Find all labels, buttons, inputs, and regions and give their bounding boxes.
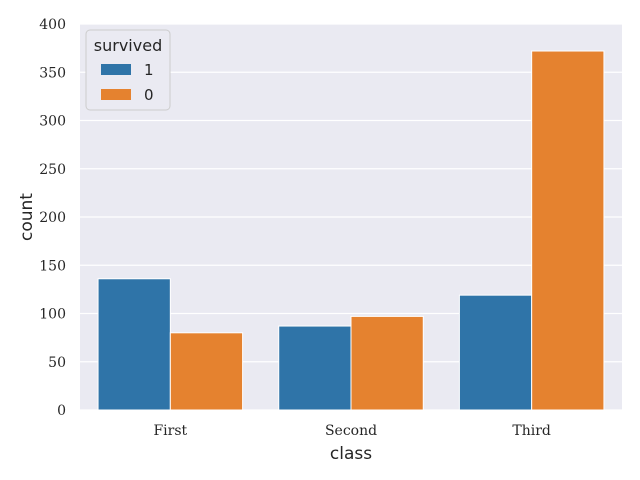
legend-swatch-survived-0 — [101, 89, 131, 100]
bar-third-survived-0 — [531, 50, 605, 411]
x-tick-labels: First Second Third — [153, 423, 550, 439]
bar-first-survived-0 — [169, 332, 244, 411]
x-tick-label: Second — [325, 423, 377, 439]
bar-second-survived-0 — [350, 315, 424, 411]
bar-second-survived-1 — [278, 325, 352, 411]
y-axis-label: count — [17, 193, 37, 241]
y-tick-label: 300 — [39, 114, 66, 130]
x-axis-label: class — [330, 444, 372, 464]
y-tick-label: 400 — [39, 17, 66, 33]
bar-third-survived-1 — [458, 294, 533, 411]
legend-swatch-survived-1 — [101, 64, 131, 75]
y-tick-label: 200 — [39, 210, 66, 226]
bars — [97, 50, 605, 411]
bar-first-survived-1 — [97, 278, 171, 411]
y-tick-label: 50 — [48, 355, 66, 371]
legend-label-survived-1: 1 — [144, 61, 154, 79]
y-tick-label: 100 — [39, 307, 66, 323]
x-tick-label: Third — [512, 423, 551, 439]
legend: survived 10 — [85, 29, 171, 111]
y-tick-label: 250 — [39, 162, 66, 178]
x-tick-label: First — [153, 423, 187, 439]
y-tick-labels: 0 50 100 150 200 250 300 350 400 — [39, 17, 66, 419]
legend-items: 10 — [101, 61, 154, 104]
y-tick-label: 350 — [39, 65, 66, 81]
legend-title: survived — [94, 36, 162, 55]
y-tick-label: 150 — [39, 258, 66, 274]
y-tick-label: 0 — [57, 403, 66, 419]
legend-label-survived-0: 0 — [144, 86, 154, 104]
